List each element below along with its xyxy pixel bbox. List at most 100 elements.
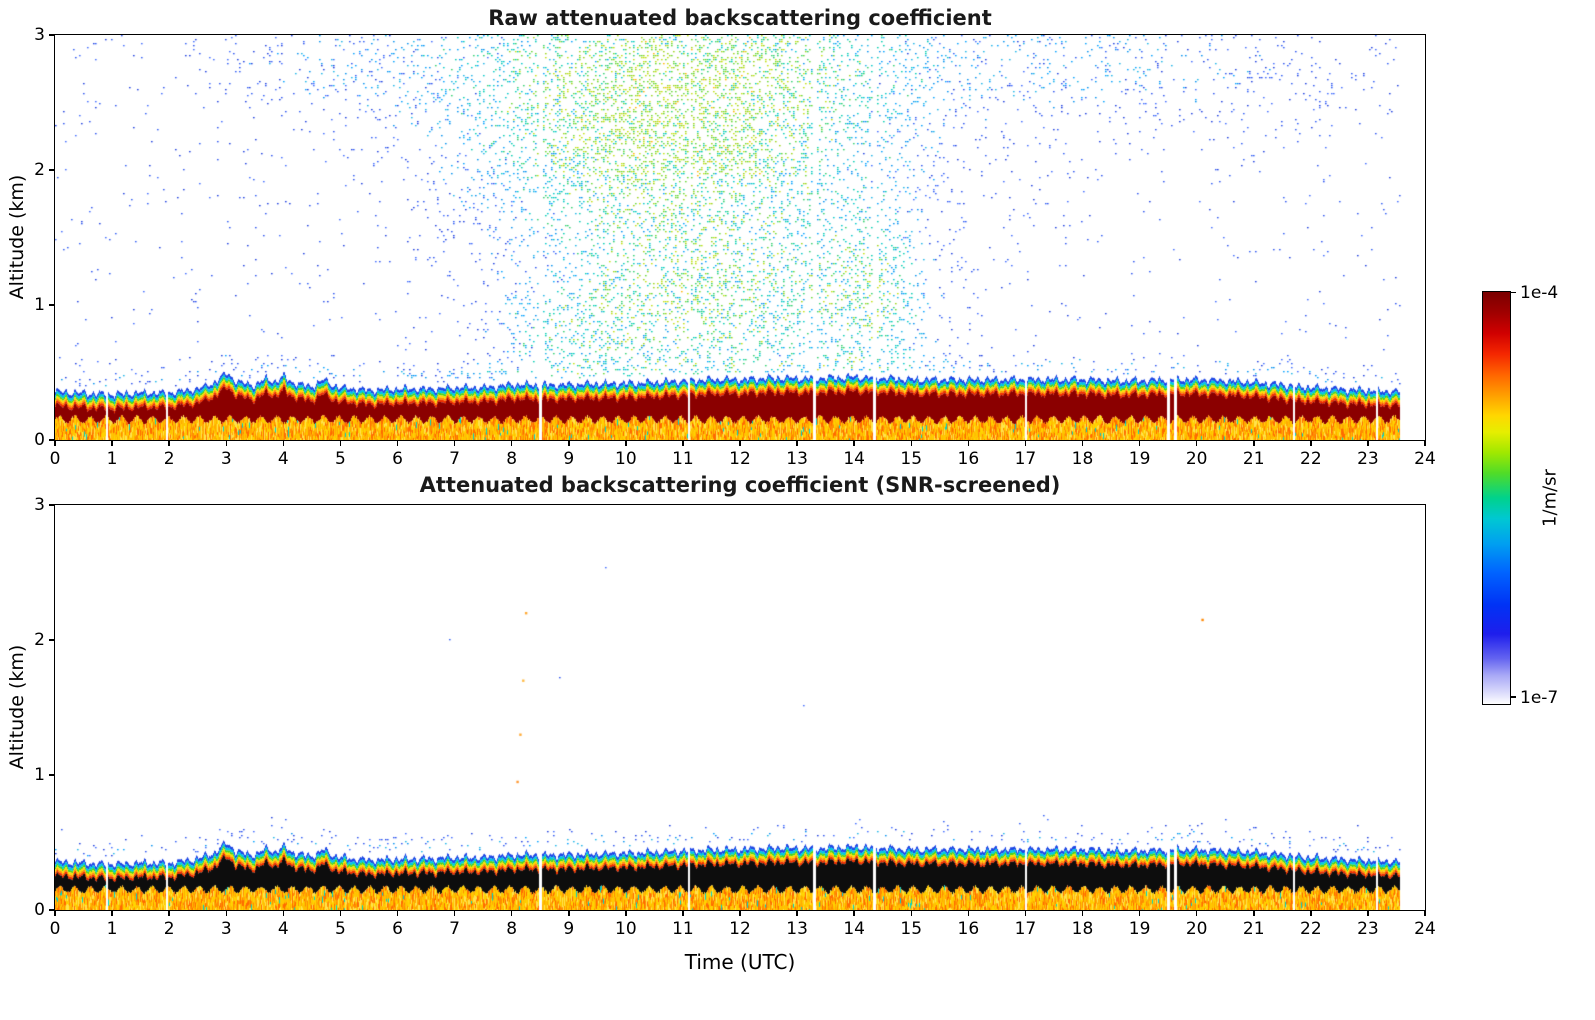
x-tick-label: 23 [1357,919,1379,939]
x-tick-label: 3 [220,449,232,469]
panel1-heatmap-canvas [55,35,1425,440]
x-tick-mark [796,910,798,916]
x-tick-label: 12 [729,919,751,939]
y-tick-mark [49,909,55,911]
colorbar-max-tick-mark [1510,291,1516,293]
y-tick-label: 3 [34,495,45,515]
x-tick-label: 19 [1128,919,1151,939]
y-tick-label: 0 [34,430,45,450]
x-tick-label: 7 [449,449,460,469]
x-tick-mark [682,910,684,916]
colorbar-unit-label: 1/m/sr [1539,469,1561,527]
colorbar-gradient [1482,291,1511,705]
x-tick-mark [339,440,342,446]
x-tick-label: 0 [49,449,61,469]
x-tick-mark [1024,910,1027,916]
y-tick-mark [49,304,55,306]
y-tick-label: 2 [34,630,45,650]
y-tick-mark [49,774,55,776]
x-tick-mark [396,910,399,916]
panel2-y-axis-label: Altitude (km) [6,644,28,770]
x-tick-label: 21 [1242,449,1265,469]
panel1-title: Raw attenuated backscattering coefficien… [488,6,992,30]
x-tick-mark [1367,440,1369,446]
x-tick-mark [1081,910,1084,916]
x-tick-label: 9 [563,449,575,469]
x-tick-mark [225,910,227,916]
x-tick-mark [1081,440,1084,446]
x-tick-mark [682,440,684,446]
x-tick-mark [510,910,513,916]
y-tick-label: 3 [34,25,45,45]
y-tick-mark [49,639,55,641]
x-tick-label: 22 [1300,449,1322,469]
x-tick-label: 2 [163,919,175,939]
x-tick-label: 1 [106,449,118,469]
x-tick-mark [1367,910,1369,916]
panel2-plot-area [54,504,1426,911]
x-tick-mark [282,440,285,446]
x-tick-label: 24 [1414,919,1436,939]
x-tick-label: 19 [1128,449,1151,469]
x-tick-mark [625,910,627,916]
x-tick-mark [853,910,855,916]
x-tick-mark [1138,910,1141,916]
x-tick-label: 12 [729,449,751,469]
x-tick-label: 6 [392,919,403,939]
x-tick-mark [1138,440,1141,446]
x-tick-label: 10 [615,919,637,939]
x-tick-label: 13 [786,449,808,469]
panel2-title: Attenuated backscattering coefficient (S… [419,473,1061,497]
x-tick-mark [910,440,912,446]
y-tick-mark [49,439,55,441]
x-tick-label: 15 [900,449,923,469]
y-tick-mark [49,34,55,36]
x-tick-mark [625,440,627,446]
x-tick-label: 16 [957,919,980,939]
x-tick-mark [853,440,855,446]
y-tick-mark [49,504,55,506]
x-tick-mark [796,440,798,446]
x-tick-label: 15 [900,919,923,939]
x-tick-mark [967,440,970,446]
x-tick-label: 11 [672,449,694,469]
x-tick-mark [1195,910,1198,916]
x-tick-mark [1253,440,1255,446]
x-tick-mark [225,440,227,446]
x-tick-label: 5 [334,919,346,939]
y-tick-label: 1 [34,295,45,315]
x-tick-label: 8 [506,449,518,469]
x-tick-mark [739,440,741,446]
x-tick-mark [1024,440,1027,446]
x-tick-mark [1310,910,1312,916]
x-tick-label: 7 [449,919,460,939]
x-tick-label: 21 [1242,919,1265,939]
panel2-heatmap-canvas [55,505,1425,910]
x-tick-mark [1195,440,1198,446]
x-tick-mark [54,910,56,916]
colorbar-min-tick-mark [1510,696,1516,698]
x-tick-label: 23 [1357,449,1379,469]
panel1-plot-area [54,34,1426,441]
x-tick-mark [168,440,170,446]
x-tick-label: 8 [506,919,518,939]
x-tick-label: 0 [49,919,61,939]
x-tick-mark [568,440,570,446]
colorbar-max-tick-label: 1e-4 [1520,283,1559,303]
x-tick-label: 14 [843,919,865,939]
x-tick-mark [453,910,456,916]
x-tick-label: 11 [672,919,694,939]
x-tick-label: 5 [334,449,346,469]
x-tick-label: 22 [1300,919,1322,939]
x-tick-mark [910,910,912,916]
x-tick-label: 17 [1014,919,1037,939]
x-tick-label: 17 [1014,449,1037,469]
x-tick-label: 16 [957,449,980,469]
x-tick-label: 18 [1071,919,1094,939]
x-tick-mark [111,440,113,446]
x-tick-mark [396,440,399,446]
x-tick-mark [282,910,285,916]
x-tick-label: 20 [1185,449,1208,469]
y-tick-label: 1 [34,765,45,785]
